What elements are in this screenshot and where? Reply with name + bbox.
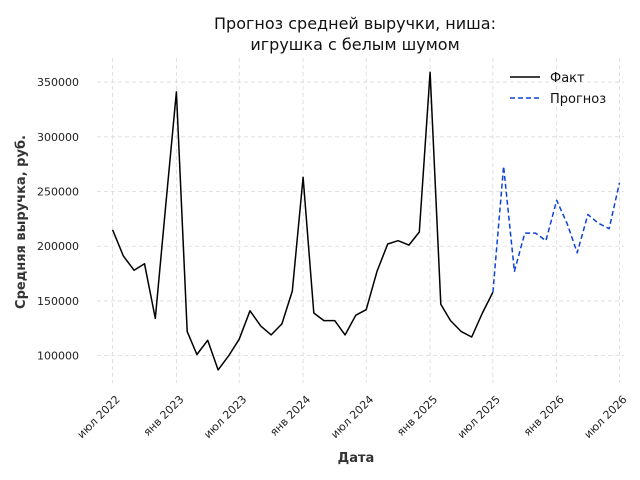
x-tick-label: июл 2025 bbox=[455, 393, 503, 441]
x-tick-label: янв 2025 bbox=[394, 393, 440, 439]
series-line-fact bbox=[111, 71, 494, 371]
x-tick-label: июл 2024 bbox=[328, 393, 376, 441]
series-lines bbox=[111, 71, 621, 371]
x-tick-label: июл 2026 bbox=[582, 393, 630, 441]
grid bbox=[97, 58, 624, 383]
legend-label-fact: Факт bbox=[550, 71, 585, 86]
legend-label-forecast: Прогноз bbox=[550, 92, 606, 107]
y-tick-label: 250000 bbox=[37, 186, 79, 199]
y-tick-label: 200000 bbox=[37, 240, 79, 253]
series-line-forecast bbox=[492, 165, 621, 293]
y-tick-label: 150000 bbox=[37, 295, 79, 308]
x-tick-label: июл 2022 bbox=[75, 393, 123, 441]
x-tick-label: янв 2023 bbox=[141, 393, 187, 439]
y-axis-label: Средняя выручка, руб. bbox=[14, 135, 29, 309]
x-axis-ticks: июл 2022 янв 2023 июл 2023 янв 2024 июл 2024… bbox=[75, 393, 630, 441]
x-axis-label: Дата bbox=[338, 451, 375, 466]
y-tick-label: 350000 bbox=[37, 76, 79, 89]
legend: Факт Прогноз bbox=[510, 71, 606, 107]
x-tick-label: июл 2023 bbox=[201, 393, 249, 441]
y-tick-label: 100000 bbox=[37, 350, 79, 363]
y-axis-ticks: 100000 150000 200000 250000 300000 350000 bbox=[37, 76, 79, 363]
chart-title-line-1: Прогноз средней выручки, ниша: bbox=[214, 14, 496, 33]
x-tick-label: янв 2026 bbox=[521, 393, 567, 439]
x-tick-label: янв 2024 bbox=[267, 393, 313, 439]
chart-title-line-2: игрушка с белым шумом bbox=[250, 35, 459, 54]
y-tick-label: 300000 bbox=[37, 131, 79, 144]
